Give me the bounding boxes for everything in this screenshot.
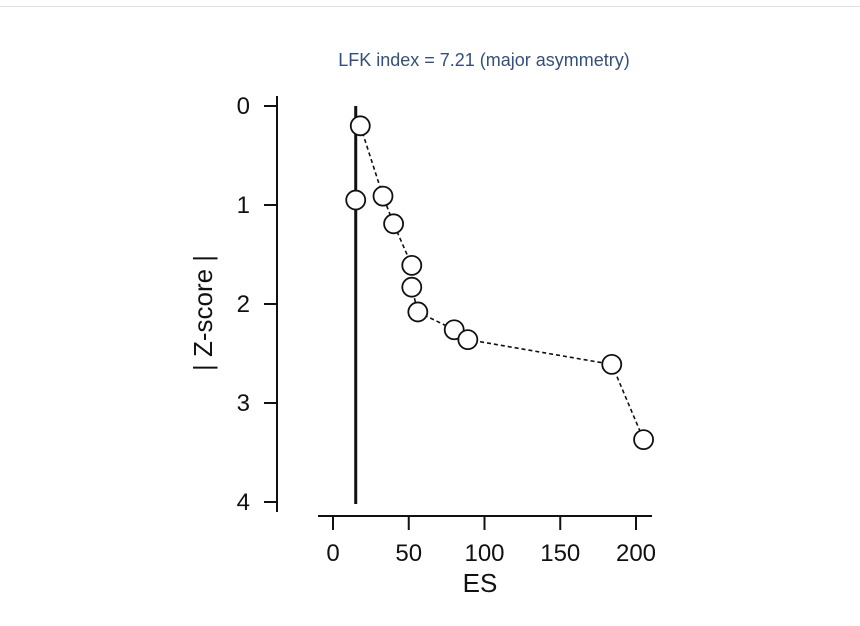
- x-tick-label: 0: [326, 540, 339, 567]
- data-point: [383, 213, 405, 235]
- y-tick-label: 1: [237, 192, 250, 219]
- y-tick-label: 3: [237, 390, 250, 417]
- x-tick-label: 150: [540, 540, 580, 567]
- x-axis: 0 50 100 150 200: [318, 515, 656, 567]
- data-point: [401, 254, 423, 276]
- data-point: [349, 115, 371, 137]
- y-tick-label: 2: [237, 291, 250, 318]
- data-point: [407, 301, 429, 323]
- y-axis: 0 1 2 3 4: [237, 93, 278, 516]
- top-divider: [0, 6, 860, 7]
- x-tick-label: 100: [464, 540, 504, 567]
- data-point: [372, 185, 394, 207]
- chart-title: LFK index = 7.21 (major asymmetry): [338, 50, 630, 70]
- y-tick-label: 0: [237, 93, 250, 120]
- doi-curve-line: [359, 125, 645, 440]
- x-axis-label: ES: [463, 568, 498, 598]
- data-point: [401, 276, 423, 298]
- y-axis-label: | Z-score |: [188, 255, 218, 371]
- data-point: [457, 329, 479, 351]
- y-tick-label: 4: [237, 489, 250, 516]
- x-tick-label: 200: [616, 540, 656, 567]
- plot-area: [345, 106, 654, 504]
- data-point: [345, 189, 367, 211]
- data-point: [601, 353, 623, 375]
- x-tick-label: 50: [395, 540, 422, 567]
- data-point: [633, 429, 654, 451]
